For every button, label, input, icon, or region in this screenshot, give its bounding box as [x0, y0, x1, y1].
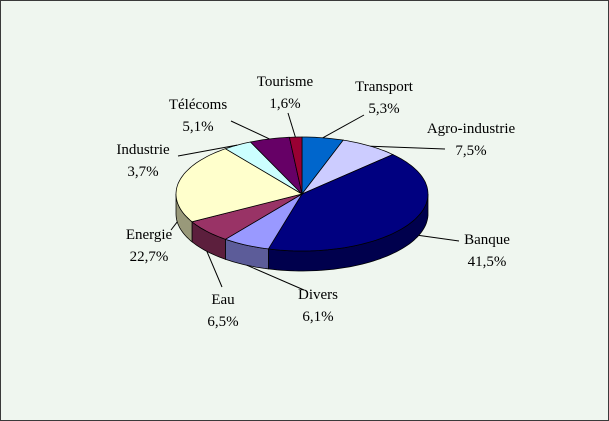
- slice-pct: 6,5%: [207, 314, 239, 330]
- slice-pct: 6,1%: [302, 309, 334, 325]
- slice-name: Divers: [298, 287, 338, 303]
- slice-pct: 3,7%: [127, 164, 159, 180]
- slice-name: Transport: [355, 79, 413, 95]
- slice-name: Agro-industrie: [426, 121, 516, 137]
- slice-name: Energie: [125, 227, 173, 243]
- slice-label-banque: Banque 41,5%: [464, 229, 510, 273]
- slice-pct: 5,3%: [368, 101, 400, 117]
- slice-label-energie: Energie 22,7%: [126, 224, 172, 268]
- slice-label-eau: Eau 6,5%: [207, 289, 238, 333]
- slice-name: Industrie: [116, 142, 170, 158]
- slice-name: Eau: [211, 292, 235, 308]
- slice-pct: 5,1%: [182, 119, 214, 135]
- slice-label-telecoms: Télécoms 5,1%: [169, 94, 227, 138]
- slice-name: Banque: [464, 232, 510, 248]
- slice-label-industrie: Industrie 3,7%: [116, 139, 169, 183]
- slice-pct: 1,6%: [269, 96, 301, 112]
- slice-pct: 7,5%: [455, 143, 487, 159]
- slice-label-transport: Transport 5,3%: [355, 76, 413, 120]
- slice-name: Tourisme: [256, 74, 314, 90]
- slice-label-divers: Divers 6,1%: [298, 284, 338, 328]
- slice-name: Télécoms: [168, 97, 228, 113]
- slice-label-agro-industrie: Agro-industrie 7,5%: [427, 118, 515, 162]
- slice-label-tourisme: Tourisme 1,6%: [257, 71, 313, 115]
- slice-pct: 22,7%: [129, 249, 169, 265]
- slice-pct: 41,5%: [467, 254, 507, 270]
